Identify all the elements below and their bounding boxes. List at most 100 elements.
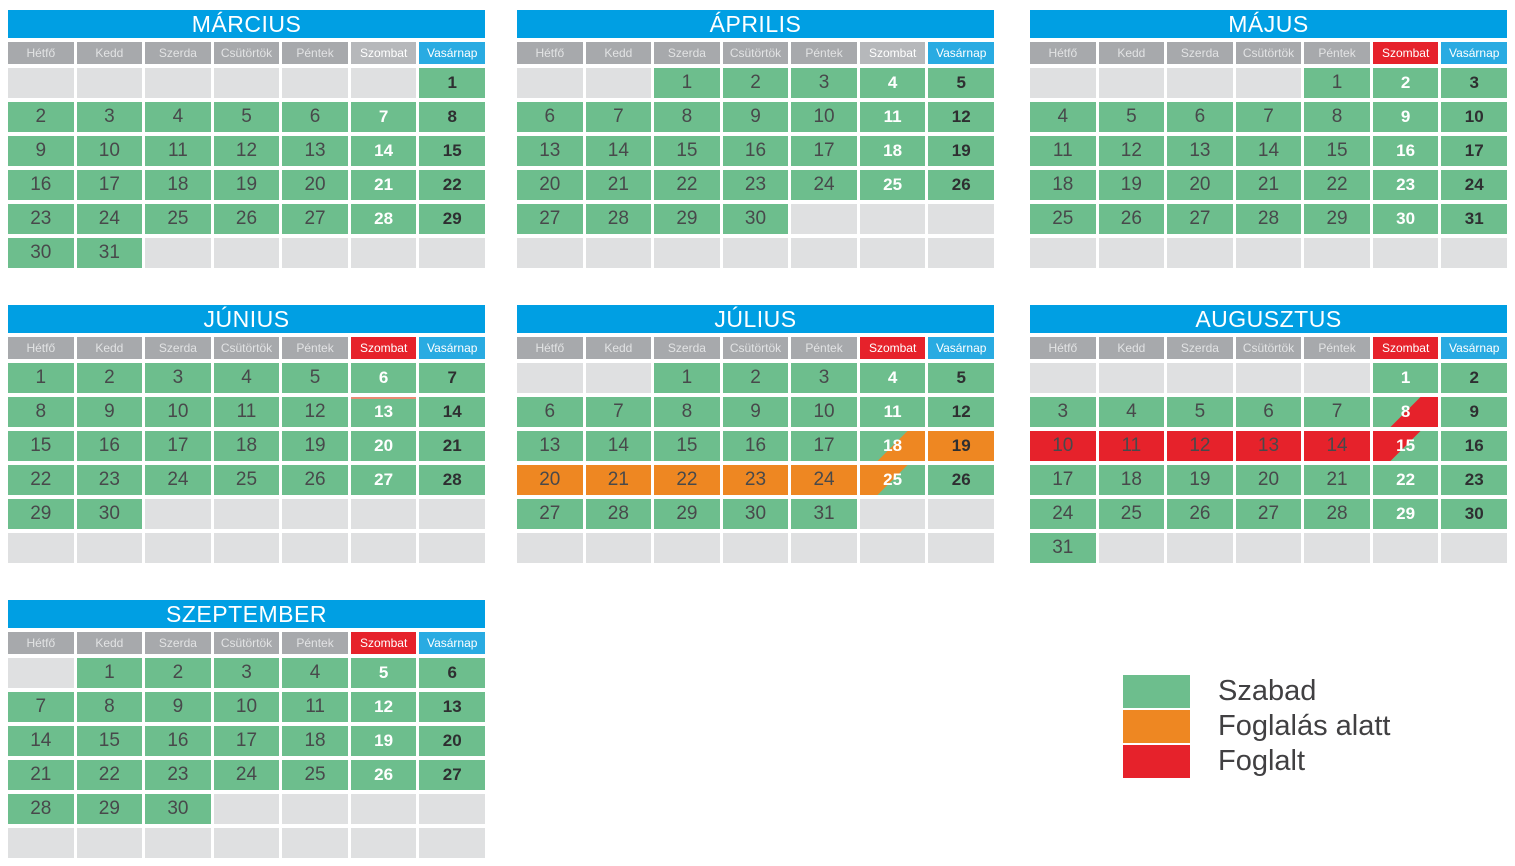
- day-cell-junius-8[interactable]: 8: [8, 397, 74, 427]
- day-cell-junius-26[interactable]: 26: [282, 465, 348, 495]
- day-cell-marcius-1[interactable]: 1: [419, 68, 485, 98]
- day-cell-junius-29[interactable]: 29: [8, 499, 74, 529]
- day-cell-augusztus-14[interactable]: 14: [1304, 431, 1370, 461]
- day-cell-junius-14[interactable]: 14: [419, 397, 485, 427]
- day-cell-marcius-31[interactable]: 31: [76, 238, 143, 268]
- day-cell-augusztus-15[interactable]: 15: [1372, 431, 1439, 461]
- day-cell-marcius-26[interactable]: 26: [213, 204, 280, 234]
- day-cell-junius-12[interactable]: 12: [282, 397, 348, 427]
- day-cell-junius-13[interactable]: 13: [350, 397, 417, 427]
- day-cell-majus-10[interactable]: 10: [1441, 102, 1507, 132]
- day-cell-augusztus-30[interactable]: 30: [1441, 499, 1507, 529]
- day-cell-julius-16[interactable]: 16: [722, 431, 789, 461]
- day-cell-marcius-14[interactable]: 14: [350, 136, 417, 166]
- day-cell-junius-3[interactable]: 3: [145, 363, 211, 393]
- day-cell-szeptember-21[interactable]: 21: [8, 760, 74, 790]
- day-cell-julius-5[interactable]: 5: [928, 363, 994, 393]
- day-cell-aprilis-2[interactable]: 2: [722, 68, 789, 98]
- day-cell-junius-6[interactable]: 6: [350, 363, 417, 393]
- day-cell-majus-1[interactable]: 1: [1304, 68, 1370, 98]
- day-cell-szeptember-11[interactable]: 11: [282, 692, 348, 722]
- day-cell-julius-9[interactable]: 9: [722, 397, 789, 427]
- day-cell-augusztus-31[interactable]: 31: [1030, 533, 1096, 563]
- day-cell-junius-4[interactable]: 4: [213, 363, 280, 393]
- day-cell-julius-6[interactable]: 6: [517, 397, 583, 427]
- day-cell-julius-18[interactable]: 18: [859, 431, 926, 461]
- day-cell-augusztus-3[interactable]: 3: [1030, 397, 1096, 427]
- day-cell-aprilis-15[interactable]: 15: [654, 136, 720, 166]
- day-cell-majus-18[interactable]: 18: [1030, 170, 1096, 200]
- day-cell-augusztus-2[interactable]: 2: [1441, 363, 1507, 393]
- day-cell-marcius-13[interactable]: 13: [282, 136, 348, 166]
- day-cell-junius-30[interactable]: 30: [76, 499, 143, 529]
- day-cell-majus-2[interactable]: 2: [1372, 68, 1439, 98]
- day-cell-aprilis-18[interactable]: 18: [859, 136, 926, 166]
- day-cell-junius-27[interactable]: 27: [350, 465, 417, 495]
- day-cell-junius-25[interactable]: 25: [213, 465, 280, 495]
- day-cell-szeptember-23[interactable]: 23: [145, 760, 211, 790]
- day-cell-szeptember-29[interactable]: 29: [76, 794, 143, 824]
- day-cell-marcius-28[interactable]: 28: [350, 204, 417, 234]
- day-cell-junius-1[interactable]: 1: [8, 363, 74, 393]
- day-cell-aprilis-28[interactable]: 28: [585, 204, 652, 234]
- day-cell-augusztus-23[interactable]: 23: [1441, 465, 1507, 495]
- day-cell-augusztus-20[interactable]: 20: [1235, 465, 1302, 495]
- day-cell-szeptember-28[interactable]: 28: [8, 794, 74, 824]
- day-cell-junius-20[interactable]: 20: [350, 431, 417, 461]
- day-cell-majus-12[interactable]: 12: [1098, 136, 1165, 166]
- day-cell-aprilis-3[interactable]: 3: [791, 68, 857, 98]
- day-cell-junius-7[interactable]: 7: [419, 363, 485, 393]
- day-cell-majus-31[interactable]: 31: [1441, 204, 1507, 234]
- day-cell-szeptember-19[interactable]: 19: [350, 726, 417, 756]
- day-cell-szeptember-26[interactable]: 26: [350, 760, 417, 790]
- day-cell-augusztus-26[interactable]: 26: [1167, 499, 1233, 529]
- day-cell-julius-2[interactable]: 2: [722, 363, 789, 393]
- day-cell-julius-14[interactable]: 14: [585, 431, 652, 461]
- day-cell-augusztus-11[interactable]: 11: [1098, 431, 1165, 461]
- day-cell-julius-20[interactable]: 20: [517, 465, 583, 495]
- day-cell-aprilis-8[interactable]: 8: [654, 102, 720, 132]
- day-cell-augusztus-9[interactable]: 9: [1441, 397, 1507, 427]
- day-cell-majus-16[interactable]: 16: [1372, 136, 1439, 166]
- day-cell-szeptember-1[interactable]: 1: [76, 658, 143, 688]
- day-cell-majus-30[interactable]: 30: [1372, 204, 1439, 234]
- day-cell-augusztus-22[interactable]: 22: [1372, 465, 1439, 495]
- day-cell-augusztus-28[interactable]: 28: [1304, 499, 1370, 529]
- day-cell-julius-13[interactable]: 13: [517, 431, 583, 461]
- day-cell-marcius-4[interactable]: 4: [145, 102, 211, 132]
- day-cell-junius-15[interactable]: 15: [8, 431, 74, 461]
- day-cell-julius-12[interactable]: 12: [928, 397, 994, 427]
- day-cell-augusztus-1[interactable]: 1: [1372, 363, 1439, 393]
- day-cell-majus-28[interactable]: 28: [1235, 204, 1302, 234]
- day-cell-majus-22[interactable]: 22: [1304, 170, 1370, 200]
- day-cell-julius-10[interactable]: 10: [791, 397, 857, 427]
- day-cell-marcius-9[interactable]: 9: [8, 136, 74, 166]
- day-cell-marcius-17[interactable]: 17: [76, 170, 143, 200]
- day-cell-aprilis-12[interactable]: 12: [928, 102, 994, 132]
- day-cell-majus-5[interactable]: 5: [1098, 102, 1165, 132]
- day-cell-marcius-29[interactable]: 29: [419, 204, 485, 234]
- day-cell-julius-22[interactable]: 22: [654, 465, 720, 495]
- day-cell-majus-25[interactable]: 25: [1030, 204, 1096, 234]
- day-cell-aprilis-22[interactable]: 22: [654, 170, 720, 200]
- day-cell-majus-13[interactable]: 13: [1167, 136, 1233, 166]
- day-cell-majus-27[interactable]: 27: [1167, 204, 1233, 234]
- day-cell-julius-1[interactable]: 1: [654, 363, 720, 393]
- day-cell-marcius-27[interactable]: 27: [282, 204, 348, 234]
- day-cell-augusztus-16[interactable]: 16: [1441, 431, 1507, 461]
- day-cell-marcius-18[interactable]: 18: [145, 170, 211, 200]
- day-cell-marcius-3[interactable]: 3: [76, 102, 143, 132]
- day-cell-majus-14[interactable]: 14: [1235, 136, 1302, 166]
- day-cell-augusztus-27[interactable]: 27: [1235, 499, 1302, 529]
- day-cell-aprilis-24[interactable]: 24: [791, 170, 857, 200]
- day-cell-junius-17[interactable]: 17: [145, 431, 211, 461]
- day-cell-junius-23[interactable]: 23: [76, 465, 143, 495]
- day-cell-augusztus-29[interactable]: 29: [1372, 499, 1439, 529]
- day-cell-marcius-24[interactable]: 24: [76, 204, 143, 234]
- day-cell-junius-22[interactable]: 22: [8, 465, 74, 495]
- day-cell-augusztus-17[interactable]: 17: [1030, 465, 1096, 495]
- day-cell-majus-6[interactable]: 6: [1167, 102, 1233, 132]
- day-cell-marcius-6[interactable]: 6: [282, 102, 348, 132]
- day-cell-szeptember-25[interactable]: 25: [282, 760, 348, 790]
- day-cell-szeptember-12[interactable]: 12: [350, 692, 417, 722]
